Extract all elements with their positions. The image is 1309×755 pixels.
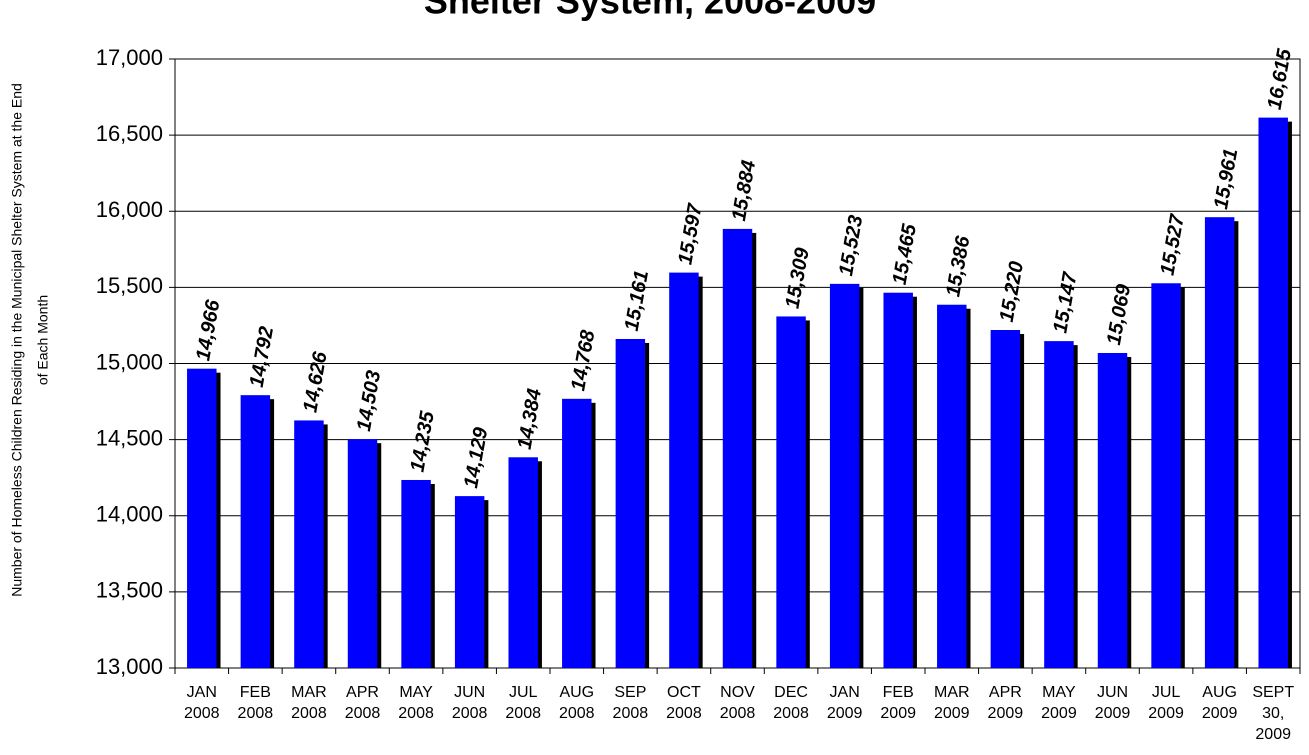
x-tick-label: JUL (1152, 684, 1181, 701)
bar (454, 496, 485, 668)
x-tick-label: 2008 (184, 705, 220, 722)
x-tick-label: FEB (240, 684, 271, 701)
bar (294, 420, 324, 668)
bar (722, 228, 753, 668)
value-label: 15,161 (621, 269, 653, 333)
value-label: 15,884 (728, 159, 760, 223)
x-tick-label: 2009 (1202, 705, 1238, 722)
bar (1097, 352, 1128, 668)
x-tick-label: 2009 (880, 705, 916, 722)
x-tick-label: MAY (1042, 684, 1076, 701)
bar (615, 338, 646, 668)
x-tick-label: JUN (1097, 684, 1128, 701)
x-tick-label: 2009 (1148, 705, 1184, 722)
bar (937, 304, 967, 668)
bar (1151, 283, 1181, 668)
y-tick-label: 15,000 (96, 349, 163, 374)
x-tick-label: 2008 (238, 705, 274, 722)
x-tick-label: JUN (454, 684, 485, 701)
x-tick-label: 2009 (934, 705, 970, 722)
y-tick-label: 14,500 (96, 425, 163, 450)
bar (508, 457, 538, 668)
x-tick-label: JAN (187, 684, 217, 701)
bar (187, 368, 217, 668)
x-tick-label: SEP (614, 684, 646, 701)
x-tick-label: OCT (667, 684, 701, 701)
value-label: 15,465 (889, 222, 921, 287)
value-label: 15,386 (942, 234, 974, 299)
x-tick-label: DEC (774, 684, 808, 701)
value-label: 15,523 (835, 214, 867, 278)
chart-title: Shelter System, 2008-2009 (424, 0, 876, 22)
value-label: 15,220 (996, 260, 1028, 324)
bar (829, 283, 860, 668)
y-tick-label: 13,000 (96, 654, 163, 679)
value-label: 14,626 (299, 349, 331, 414)
x-tick-label: 2008 (720, 705, 756, 722)
x-tick-label: 30, (1262, 705, 1284, 722)
x-tick-label: NOV (720, 684, 755, 701)
y-tick-label: 17,000 (96, 45, 163, 70)
value-label: 14,235 (407, 409, 439, 474)
x-tick-label: AUG (1202, 684, 1237, 701)
x-tick-label: SEPT (1252, 684, 1294, 701)
bar (776, 316, 806, 668)
x-tick-label: MAR (934, 684, 970, 701)
x-tick-label: MAY (399, 684, 433, 701)
bar (883, 292, 913, 668)
x-tick-label: MAR (291, 684, 327, 701)
x-tick-label: AUG (559, 684, 594, 701)
x-tick-label: 2009 (1255, 726, 1291, 743)
value-label: 15,527 (1157, 212, 1189, 277)
y-tick-label: 14,000 (96, 502, 163, 527)
x-tick-label: 2008 (773, 705, 809, 722)
value-label: 14,503 (353, 369, 385, 433)
value-label: 15,147 (1049, 270, 1081, 335)
bar (1204, 217, 1235, 668)
x-tick-label: APR (989, 684, 1022, 701)
x-tick-label: 2008 (345, 705, 381, 722)
x-tick-label: 2008 (559, 705, 595, 722)
bar (1258, 117, 1288, 668)
y-axis-label: Number of Homeless Children Residing in … (9, 83, 25, 597)
x-tick-label: 2009 (1095, 705, 1131, 722)
x-tick-label: JUL (509, 684, 538, 701)
x-tick-label: 2009 (827, 705, 863, 722)
value-label: 14,384 (514, 387, 546, 451)
bar (347, 439, 378, 668)
x-tick-label: 2008 (291, 705, 327, 722)
x-tick-label: 2008 (505, 705, 541, 722)
x-tick-label: 2008 (666, 705, 702, 722)
value-label: 15,309 (782, 245, 814, 310)
y-axis-label: of Each Month (35, 295, 51, 385)
value-label: 15,961 (1210, 147, 1242, 211)
bar (990, 330, 1021, 668)
bar (669, 272, 699, 668)
x-tick-label: JAN (830, 684, 860, 701)
value-label: 15,069 (1103, 282, 1135, 347)
x-tick-label: APR (346, 684, 379, 701)
value-label: 14,129 (460, 425, 492, 490)
y-tick-label: 15,500 (96, 273, 163, 298)
y-tick-label: 16,500 (96, 121, 163, 146)
bar (240, 395, 271, 668)
bar (401, 479, 431, 668)
value-label: 14,768 (567, 328, 599, 393)
x-tick-label: 2008 (452, 705, 488, 722)
bar (1044, 341, 1074, 668)
value-label: 14,792 (246, 325, 278, 389)
value-label: 16,615 (1264, 46, 1296, 111)
x-tick-label: FEB (883, 684, 914, 701)
y-tick-label: 16,000 (96, 197, 163, 222)
x-tick-label: 2009 (1041, 705, 1077, 722)
bar (562, 398, 592, 668)
y-tick-label: 13,500 (96, 578, 163, 603)
x-tick-label: 2008 (398, 705, 434, 722)
x-tick-label: 2009 (988, 705, 1024, 722)
x-tick-label: 2008 (613, 705, 649, 722)
value-label: 14,966 (192, 298, 224, 363)
